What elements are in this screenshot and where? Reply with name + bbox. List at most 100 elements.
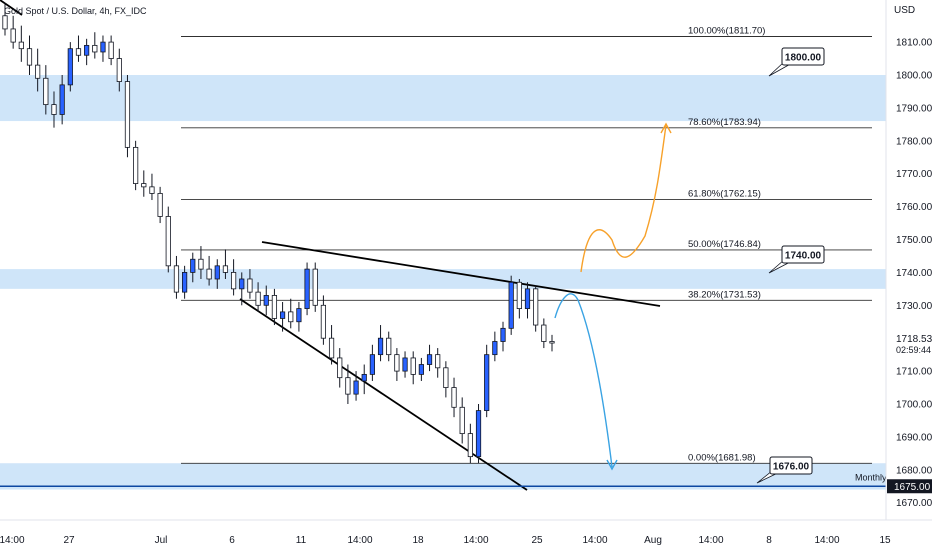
candle-body-down [386,337,392,356]
candle[interactable] [271,288,278,326]
candle[interactable] [26,35,33,75]
candle[interactable] [304,262,310,316]
candle[interactable] [133,140,139,191]
support-resistance-zone-1740.00[interactable] [0,269,886,289]
price-axis[interactable]: 1810.00 1800.00 1790.00 1780.00 1770.00 1760.… [885,0,932,520]
candle[interactable] [312,262,318,312]
candle[interactable] [524,282,531,319]
candle[interactable] [377,325,384,362]
candle[interactable] [92,32,98,59]
candle[interactable] [426,344,433,372]
candle[interactable] [18,25,24,62]
topleft-trend-line[interactable] [0,0,23,16]
candle[interactable] [492,331,498,362]
candle[interactable] [361,364,367,395]
candle[interactable] [288,298,294,329]
candle[interactable] [279,302,286,332]
candle-body-down [337,357,343,379]
candle[interactable] [124,75,131,158]
candle[interactable] [255,282,261,312]
candle[interactable] [75,35,82,62]
candle[interactable] [165,206,171,273]
bullish-projection-path[interactable] [580,124,667,273]
candle[interactable] [59,75,65,125]
candle[interactable] [108,35,114,66]
time-tick-label: 14:00 [0,535,25,546]
candle[interactable] [484,344,490,418]
candle-body-down [443,367,449,388]
fib-label: 38.20%(1731.53) [688,289,761,300]
candle[interactable] [2,2,8,36]
candle[interactable] [10,15,16,49]
candle[interactable] [410,351,416,385]
candle-body-down [206,268,212,280]
last-price-badge[interactable] [887,334,932,359]
candle[interactable] [508,275,514,335]
candle-body-down [92,44,98,53]
candle-body-down [549,341,555,344]
price-callout-box-1740[interactable]: 1740.00 [768,245,825,274]
support-resistance-zone-1800.00[interactable] [0,75,886,122]
candle[interactable] [35,48,41,92]
candle[interactable] [141,170,147,197]
candle[interactable] [475,404,482,464]
candle[interactable] [206,255,212,286]
candle-body-up [500,327,506,342]
candle[interactable] [149,173,155,201]
candle-body-down [133,146,139,184]
candle[interactable] [402,351,408,378]
candle[interactable] [443,361,449,398]
candle[interactable] [451,377,457,418]
candle[interactable] [230,259,237,296]
candle[interactable] [467,423,473,464]
candle[interactable] [247,269,253,299]
upper-wedge-line[interactable] [261,241,661,307]
candle-body-down [222,265,229,273]
candle[interactable] [435,348,441,378]
monthly-layer: Monthly [0,472,887,487]
candle[interactable] [418,357,424,381]
candle[interactable] [116,48,122,92]
candle[interactable] [500,321,506,352]
candle[interactable] [516,278,522,319]
candle[interactable] [190,252,196,283]
candle[interactable] [353,371,359,401]
candle-body-down [2,15,8,30]
price-callout-box-1676[interactable]: 1676.00 [756,456,813,484]
candle[interactable] [198,246,204,279]
time-axis[interactable]: 14:00 27 Jul 6 11 14:00 18 14:00 25 14:00 Aug 14:00… [0,519,932,546]
candle[interactable] [386,331,392,362]
candle[interactable] [549,334,555,352]
candle[interactable] [541,318,547,349]
candle[interactable] [296,302,302,332]
bearish-projection-path[interactable] [554,293,613,468]
candle[interactable] [320,295,327,345]
candle[interactable] [369,344,375,381]
candle[interactable] [173,255,180,299]
candle[interactable] [43,65,49,115]
candle[interactable] [214,259,220,289]
candle[interactable] [394,348,400,381]
price-tick-label: 1800.00 [896,71,932,82]
candle[interactable] [84,38,90,66]
candle[interactable] [222,249,229,279]
candle[interactable] [459,397,465,444]
candle[interactable] [100,35,106,62]
candle[interactable] [51,91,57,128]
candle[interactable] [328,325,335,365]
candle-body-up [190,258,196,273]
candle[interactable] [239,272,245,306]
candle[interactable] [157,186,163,224]
support-resistance-zone-1676.00[interactable] [0,463,886,490]
candle[interactable] [337,348,343,388]
candle[interactable] [67,42,73,92]
candle[interactable] [345,364,351,404]
price-callout-box-1800[interactable]: 1800.00 [768,47,825,77]
candle[interactable] [182,265,188,299]
candle[interactable] [533,285,539,332]
candle[interactable] [263,285,269,316]
lower-wedge-line[interactable] [239,298,528,491]
monthly-price-badge[interactable] [887,479,932,494]
candle-body-down [51,104,57,115]
